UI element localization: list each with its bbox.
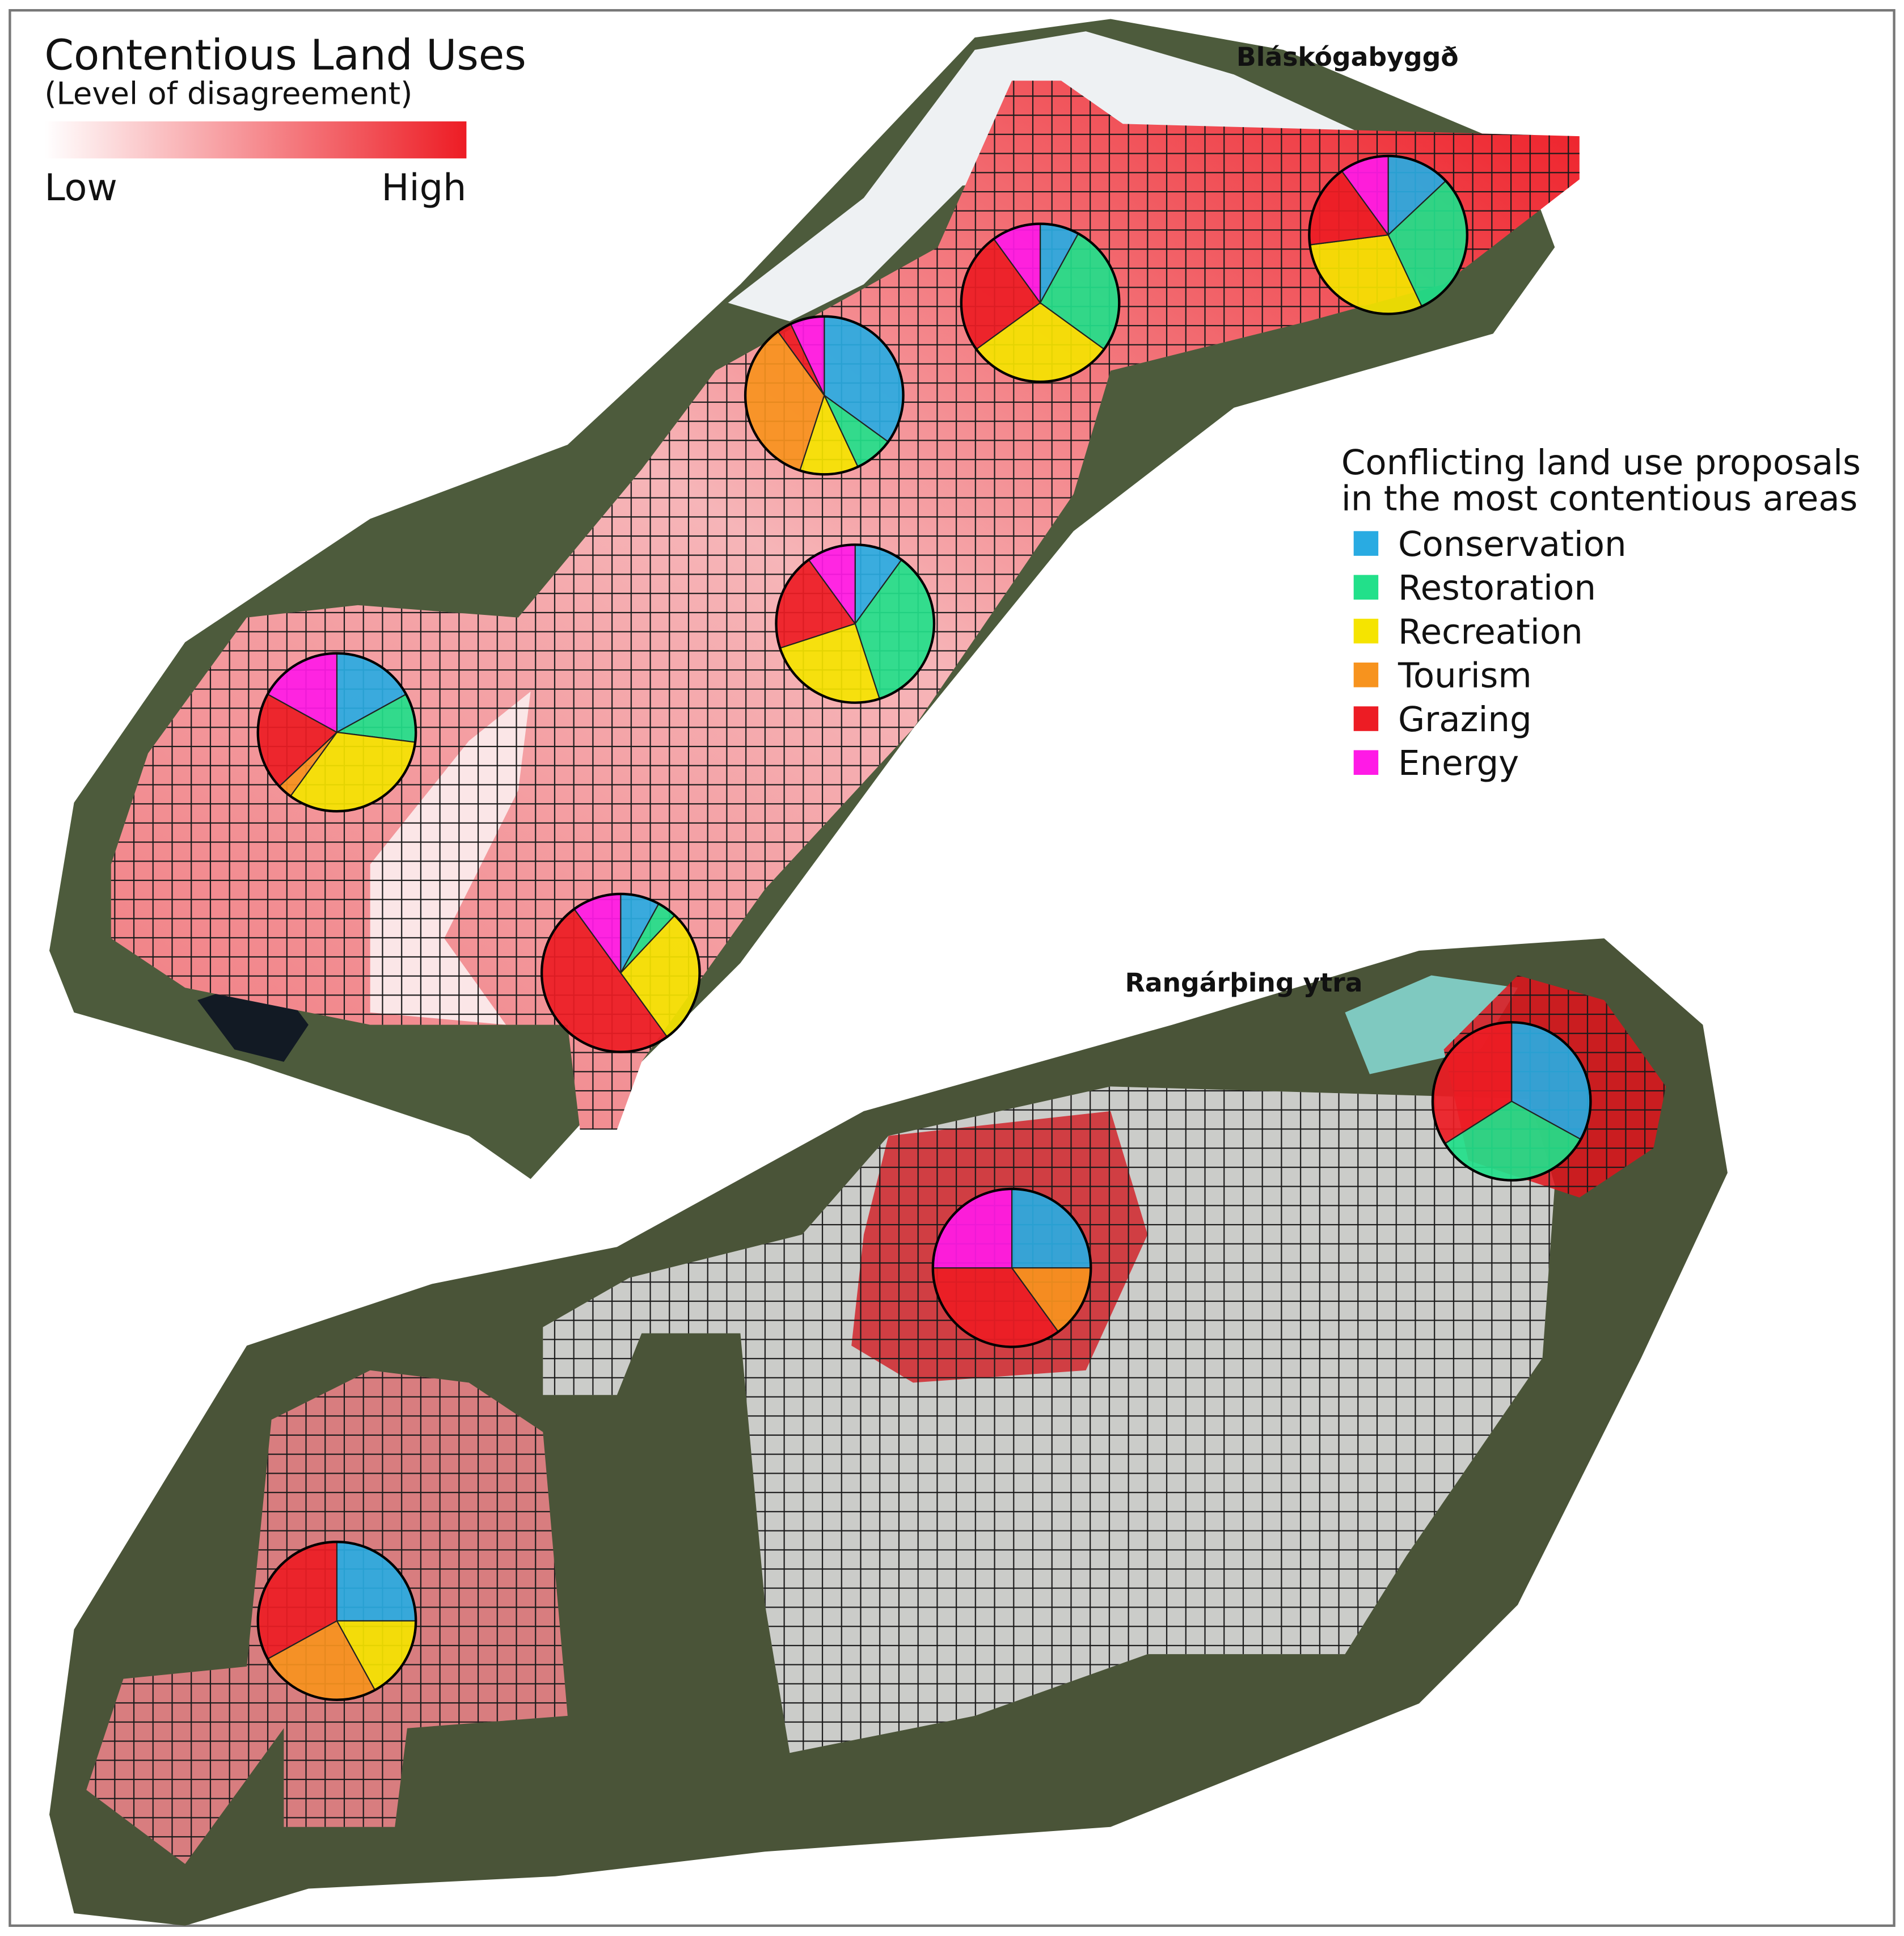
pie-outline [256,652,417,813]
pie-outline [540,892,701,1053]
pie [931,1187,1092,1348]
pies [256,154,1592,1701]
legend-label: Grazing [1398,699,1532,740]
legend-label: Tourism [1398,656,1532,696]
pie [775,543,936,704]
pie [256,1540,417,1701]
color-ramp [44,121,467,159]
legend-label: Restoration [1398,568,1596,608]
legend-swatch [1353,575,1379,600]
legend-subtitle: (Level of disagreement) [44,76,412,112]
proposals-title: in the most contentious areas [1341,478,1857,518]
pie-outline [1431,1021,1592,1182]
region-label: Rangárþing ytra [1125,968,1363,998]
region-label: Bláskógabyggð [1236,42,1459,72]
legend-high: High [381,166,466,209]
legend-swatch [1353,663,1379,687]
legend-items: ConservationRestorationRecreationTourism… [1353,524,1627,783]
legend-swatch [1353,750,1379,775]
legend-low: Low [44,166,117,209]
legend-title: Contentious Land Uses [44,31,526,80]
pie [540,892,701,1053]
legend-label: Recreation [1398,611,1583,652]
pie-outline [1308,154,1469,315]
proposals-title: Conflicting land use proposals [1341,442,1861,483]
pie-outline [960,222,1121,383]
pie-outline [775,543,936,704]
legend-swatch [1353,706,1379,731]
pie-outline [744,315,905,476]
pie [744,315,905,476]
pie-outline [256,1540,417,1701]
legend-swatch [1353,618,1379,644]
legend-swatch [1353,531,1379,556]
pie [1308,154,1469,315]
pie-outline [931,1187,1092,1348]
pie [256,652,417,813]
pie [960,222,1121,383]
legend-label: Conservation [1398,524,1627,564]
legend-label: Energy [1398,743,1519,783]
pie [1431,1021,1592,1182]
